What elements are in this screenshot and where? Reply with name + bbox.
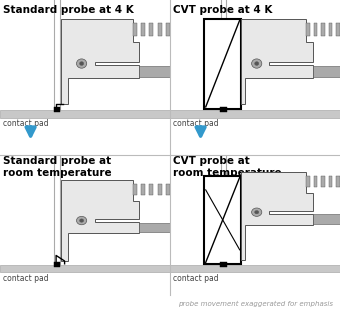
- Bar: [54, 262, 61, 267]
- Bar: [336, 176, 340, 187]
- Text: probe movement exaggerated for emphasis: probe movement exaggerated for emphasis: [178, 301, 333, 307]
- Text: contact pad: contact pad: [173, 119, 219, 128]
- Bar: [313, 176, 317, 187]
- Bar: [166, 23, 170, 36]
- Bar: [204, 19, 241, 108]
- Circle shape: [76, 216, 87, 225]
- Bar: [336, 23, 340, 36]
- Bar: [170, 110, 340, 118]
- Circle shape: [252, 59, 262, 68]
- Bar: [141, 184, 145, 196]
- Bar: [0, 110, 170, 118]
- Polygon shape: [241, 172, 313, 260]
- Bar: [0, 265, 170, 272]
- Bar: [170, 265, 340, 272]
- Bar: [306, 23, 310, 36]
- Bar: [204, 176, 241, 264]
- Bar: [220, 262, 227, 267]
- Bar: [329, 23, 333, 36]
- Polygon shape: [61, 19, 139, 104]
- Text: CVT probe at
room temperature: CVT probe at room temperature: [173, 157, 282, 178]
- Circle shape: [255, 62, 259, 65]
- Circle shape: [76, 59, 87, 68]
- Bar: [321, 176, 325, 187]
- Bar: [329, 176, 333, 187]
- Text: Standard probe at
room temperature: Standard probe at room temperature: [3, 157, 112, 178]
- Circle shape: [255, 210, 259, 214]
- Bar: [166, 184, 170, 196]
- Circle shape: [252, 208, 262, 216]
- Bar: [139, 223, 173, 232]
- Bar: [157, 23, 162, 36]
- Bar: [313, 66, 340, 77]
- Text: Standard probe at 4 K: Standard probe at 4 K: [3, 5, 134, 15]
- Bar: [220, 107, 227, 112]
- Bar: [313, 214, 340, 224]
- Text: contact pad: contact pad: [3, 119, 49, 128]
- Bar: [149, 23, 153, 36]
- Polygon shape: [61, 180, 139, 261]
- Bar: [54, 107, 61, 112]
- Polygon shape: [241, 19, 313, 104]
- Text: contact pad: contact pad: [3, 274, 49, 283]
- Bar: [149, 184, 153, 196]
- Bar: [321, 23, 325, 36]
- Text: CVT probe at 4 K: CVT probe at 4 K: [173, 5, 273, 15]
- Text: contact pad: contact pad: [173, 274, 219, 283]
- Circle shape: [80, 62, 84, 65]
- Bar: [306, 176, 310, 187]
- Bar: [157, 184, 162, 196]
- Bar: [139, 66, 173, 77]
- Bar: [133, 23, 137, 36]
- Bar: [133, 184, 137, 196]
- Circle shape: [80, 219, 84, 222]
- Bar: [141, 23, 145, 36]
- Bar: [313, 23, 317, 36]
